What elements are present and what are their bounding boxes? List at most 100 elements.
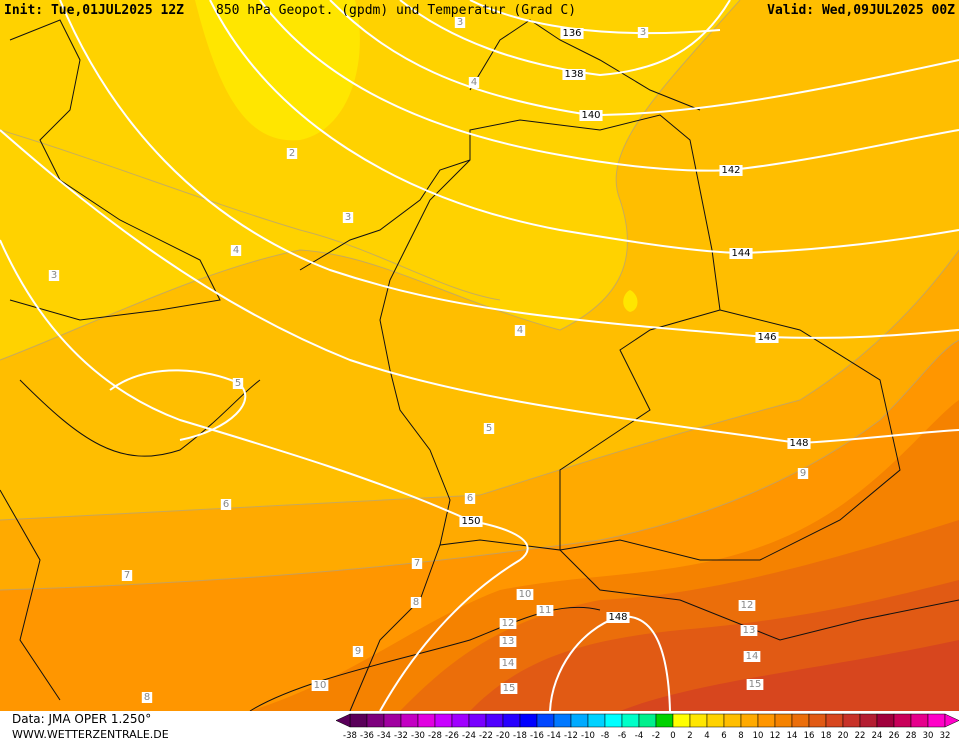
colorbar-tick-label: -34	[377, 731, 391, 741]
colorbar-tick-label: 26	[889, 731, 900, 741]
temperature-label: 9	[355, 646, 361, 657]
contour-label: 13	[740, 625, 758, 636]
colorbar-tick-label: 18	[821, 731, 832, 741]
label-background	[230, 245, 242, 256]
contour-label: 13	[499, 636, 517, 647]
label-background	[606, 612, 630, 623]
colorbar-swatch	[842, 713, 861, 728]
colorbar-tick-label: -26	[445, 731, 459, 741]
label-background	[220, 499, 232, 510]
colorbar-swatch	[570, 713, 589, 728]
colorbar-swatch	[587, 713, 606, 728]
label-background	[755, 332, 779, 343]
coastline	[19, 379, 261, 457]
temperature-label: 6	[467, 493, 473, 504]
colorbar-swatch	[502, 713, 521, 728]
colorbar-tick-label: 24	[872, 731, 883, 741]
geopotential-label: 136	[562, 28, 581, 39]
isotherm-10	[249, 606, 601, 712]
label-background	[499, 636, 517, 647]
colorbar-swatch	[417, 713, 436, 728]
contour-label: 3	[48, 270, 60, 281]
band-0-2	[195, 0, 360, 141]
colorbar-tick-label: 30	[923, 731, 934, 741]
temperature-label: 7	[124, 570, 130, 581]
contour-label: 4	[514, 325, 526, 336]
contour-label: 5	[483, 423, 495, 434]
label-background	[464, 493, 476, 504]
contour-label: 142	[719, 165, 743, 176]
label-background	[560, 28, 584, 39]
label-background	[637, 27, 649, 38]
contour-label: 12	[499, 618, 517, 629]
colorbar-tick-label: -12	[564, 731, 578, 741]
colorbar-swatch	[468, 713, 487, 728]
contour-label: 9	[797, 468, 809, 479]
temperature-label: 15	[749, 679, 762, 690]
germany-border	[379, 114, 721, 551]
contour-label: 12	[738, 600, 756, 611]
isohypse	[209, 0, 959, 255]
colorbar-tick-label: 16	[804, 731, 815, 741]
band-16-18	[620, 640, 959, 711]
coastline	[299, 159, 471, 271]
site: WWW.WETTERZENTRALE.DE	[12, 728, 169, 741]
label-background	[516, 589, 534, 600]
label-background	[286, 148, 298, 159]
colorbar-swatch	[859, 713, 878, 728]
label-background	[48, 270, 60, 281]
temperature-label: 4	[471, 77, 477, 88]
contour-label: 10	[311, 680, 329, 691]
border	[349, 544, 441, 712]
colorbar-swatch	[366, 713, 385, 728]
geopotential-label: 148	[789, 438, 808, 449]
colorbar-tick-label: -10	[581, 731, 595, 741]
temperature-label: 3	[640, 27, 646, 38]
temperature-label: 3	[51, 270, 57, 281]
contour-label: 7	[121, 570, 133, 581]
label-background	[740, 625, 758, 636]
temperature-label: 4	[233, 245, 239, 256]
colorbar-tick-label: -4	[635, 731, 643, 741]
label-background	[459, 516, 483, 527]
coastline	[469, 19, 701, 111]
colorbar-tick-label: 20	[838, 731, 849, 741]
label-background	[499, 618, 517, 629]
contour-label: 7	[411, 558, 423, 569]
contour-label: 15	[500, 683, 518, 694]
label-background	[514, 325, 526, 336]
colorbar-swatch	[774, 713, 793, 728]
contour-label: 144	[729, 248, 753, 259]
label-background	[141, 692, 153, 703]
contour-label: 138	[562, 69, 586, 80]
contour-label: 2	[286, 148, 298, 159]
colorbar-swatch	[927, 713, 946, 728]
colorbar-tick-label: -38	[343, 731, 357, 741]
temperature-label: 12	[741, 600, 754, 611]
colorbar-swatch	[638, 713, 657, 728]
contour-label: 140	[579, 110, 603, 121]
temperature-label: 3	[457, 17, 463, 28]
colorbar: -38 -36 -34 -32 -30 -28 -26 -24 -22 -20 -18 -16 -14-…	[335, 713, 959, 741]
colorbar-swatch	[825, 713, 844, 728]
colorbar-tick-label: 32	[940, 731, 951, 741]
temperature-label: 10	[314, 680, 327, 691]
valid-time: Valid: Wed,09JUL2025 00Z	[767, 3, 955, 18]
temperature-label: 6	[223, 499, 229, 510]
map-title: 850 hPa Geopot. (gpdm) und Temperatur (G…	[216, 3, 576, 18]
temperature-label: 10	[519, 589, 532, 600]
colorbar-swatch	[349, 713, 368, 728]
temperature-label: 11	[539, 605, 552, 616]
colorbar-swatch	[451, 713, 470, 728]
contour-label: 8	[410, 597, 422, 608]
temperature-label: 2	[289, 148, 295, 159]
colorbar-tick-label: -30	[411, 731, 425, 741]
temperature-label: 13	[502, 636, 515, 647]
colorbar-swatch	[604, 713, 623, 728]
isohypse	[399, 0, 731, 77]
label-background	[410, 597, 422, 608]
colorbar-tick-label: 12	[770, 731, 781, 741]
colorbar-swatch	[791, 713, 810, 728]
contour-label: 136	[560, 28, 584, 39]
label-background	[787, 438, 811, 449]
